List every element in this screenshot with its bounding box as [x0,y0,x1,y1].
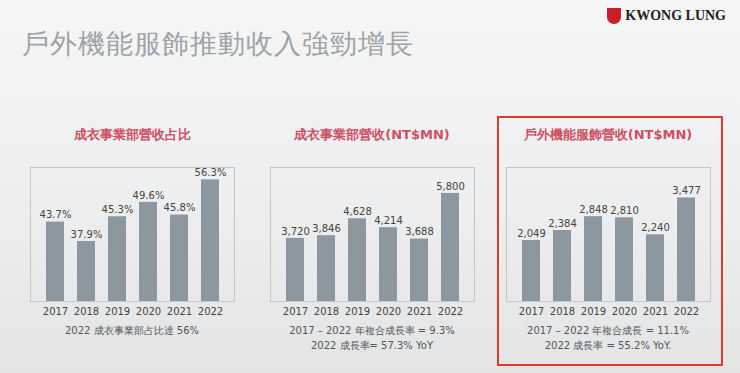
svg-text:43.7%: 43.7% [40,209,72,220]
svg-text:2,049: 2,049 [517,228,546,239]
svg-text:3,846: 3,846 [312,223,341,234]
svg-text:2,848: 2,848 [579,204,608,215]
svg-text:2018: 2018 [550,306,575,317]
svg-text:2021: 2021 [167,306,192,317]
svg-text:56.3%: 56.3% [195,167,227,178]
svg-text:2,240: 2,240 [641,222,670,233]
svg-text:2019: 2019 [581,306,606,317]
svg-text:2021: 2021 [643,306,668,317]
html-text:戶外機能服飾營收(NT$MN): 戶外機能服飾營收(NT$MN) [523,127,693,142]
svg-text:2017: 2017 [43,306,68,317]
svg-text:4,214: 4,214 [374,215,403,226]
html-text:成衣事業部營收占比: 成衣事業部營收占比 [73,127,191,142]
html-text:KWONG LUNG: KWONG LUNG [625,8,726,23]
html-text:2022 成長率 = 55.2% YoY.: 2022 成長率 = 55.2% YoY. [544,340,672,351]
svg-text:5,800: 5,800 [436,181,465,192]
svg-text:3,477: 3,477 [672,185,701,196]
svg-text:45.8%: 45.8% [164,202,196,213]
svg-text:2022: 2022 [198,306,223,317]
svg-text:2018: 2018 [74,306,99,317]
svg-text:2022: 2022 [674,306,699,317]
svg-text:2017: 2017 [283,306,308,317]
svg-text:49.6%: 49.6% [133,190,165,201]
svg-text:2019: 2019 [345,306,370,317]
svg-text:45.3%: 45.3% [102,204,134,215]
html-text:戶外機能服飾推動收入強勁增長: 戶外機能服飾推動收入強勁增長 [22,28,414,59]
svg-text:2020: 2020 [376,306,401,317]
svg-text:37.9%: 37.9% [71,229,103,240]
svg-text:2021: 2021 [407,306,432,317]
html-text:2022 成衣事業部占比達 56%: 2022 成衣事業部占比達 56% [65,325,199,336]
html-text:成衣事業部營收(NT$MN): 成衣事業部營收(NT$MN) [294,127,450,142]
svg-text:2020: 2020 [136,306,161,317]
svg-text:3,720: 3,720 [281,226,310,237]
svg-text:2017: 2017 [519,306,544,317]
html-text:2017 – 2022 年複合成長率 = 9.3%: 2017 – 2022 年複合成長率 = 9.3% [289,325,455,336]
svg-text:2019: 2019 [105,306,130,317]
html-text:2017 – 2022 年複合成長 = 11.1%: 2017 – 2022 年複合成長 = 11.1% [527,325,689,336]
html-text:2022 成長率= 57.3% YoY: 2022 成長率= 57.3% YoY [310,340,434,351]
svg-text:2,810: 2,810 [610,205,639,216]
svg-text:3,688: 3,688 [405,226,434,237]
svg-text:2020: 2020 [612,306,637,317]
svg-text:2022: 2022 [438,306,463,317]
svg-text:2018: 2018 [314,306,339,317]
svg-text:2,384: 2,384 [548,218,577,229]
svg-text:4,628: 4,628 [343,206,372,217]
